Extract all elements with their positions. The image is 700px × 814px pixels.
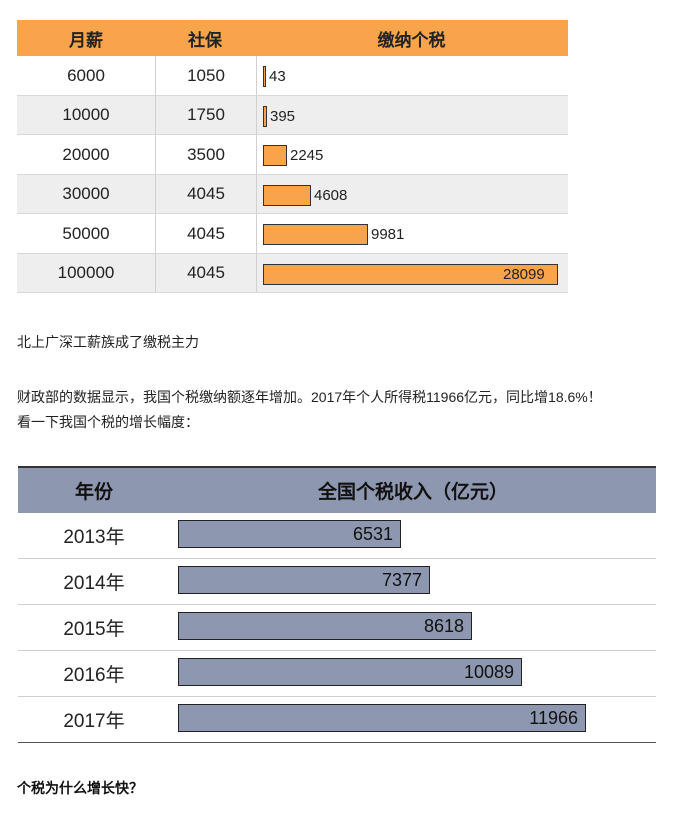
revenue-bar: [178, 612, 472, 640]
revenue-bar-label: 8618: [423, 616, 464, 636]
tax-bar: [263, 263, 558, 285]
revenue-cell: 10089: [170, 651, 656, 696]
table-row: 10000 1750 395: [17, 95, 568, 136]
revenue-bar-label: 7377: [381, 570, 422, 590]
revenue-bar: [178, 520, 401, 548]
salary-cell: 30000: [62, 184, 110, 204]
table-row: 30000 4045 4608: [17, 174, 568, 215]
table-row: 2015年 8618: [18, 605, 656, 651]
column-divider: [256, 135, 257, 175]
tax-cell: 2245: [257, 135, 568, 175]
table-row: 2014年 7377: [18, 559, 656, 605]
paragraph-line-3: 看一下我国个税的增长幅度：: [17, 414, 199, 430]
tax-cell: 9981: [257, 214, 568, 254]
column-divider: [256, 214, 257, 254]
column-divider: [155, 174, 156, 214]
year-cell: 2017年: [63, 711, 125, 732]
year-cell: 2016年: [63, 665, 125, 686]
revenue-bar: [178, 658, 522, 686]
table-row: 2017年 11966: [18, 697, 656, 743]
column-divider: [155, 253, 156, 293]
paragraph-line-2: 财政部的数据显示，我国个税缴纳额逐年增加。2017年个人所得税11966亿元，同…: [17, 389, 602, 405]
salary-cell: 100000: [57, 263, 115, 283]
column-divider: [155, 135, 156, 175]
col-header-social: 社保: [188, 30, 222, 50]
salary-tax-table-body: 6000 1050 43 10000 1750 395 20000 3500 2245 30000…: [17, 56, 568, 293]
tax-bar-label: 43: [269, 68, 286, 85]
column-divider: [256, 253, 257, 293]
revenue-bar-label: 11966: [529, 708, 578, 728]
salary-tax-table-header: 月薪 社保 缴纳个税: [17, 20, 568, 56]
tax-bar: [263, 184, 311, 206]
tax-bar: [263, 66, 266, 87]
year-cell: 2013年: [63, 527, 125, 548]
income-tax-revenue-body: 2013年 6531 2014年 7377 2015年 8618 2016年 10089 201…: [18, 513, 656, 743]
year-cell: 2014年: [63, 573, 125, 594]
col-header-tax: 缴纳个税: [377, 30, 446, 50]
table-row: 50000 4045 9981: [17, 214, 568, 254]
revenue-cell: 8618: [170, 605, 656, 650]
column-divider: [155, 56, 156, 96]
revenue-cell: 11966: [170, 697, 656, 742]
tax-bar-label: 28099: [503, 265, 545, 283]
social-cell: 1750: [187, 105, 225, 125]
table-row: 6000 1050 43: [17, 56, 568, 96]
salary-cell: 6000: [67, 65, 105, 85]
column-divider: [256, 95, 257, 135]
social-cell: 1050: [187, 65, 225, 85]
tax-cell: 28099: [257, 254, 568, 294]
revenue-cell: 7377: [170, 559, 656, 604]
social-cell: 4045: [187, 223, 225, 243]
revenue-cell: 6531: [170, 513, 656, 558]
revenue-bar: [178, 566, 430, 594]
revenue-bar-label: 10089: [463, 662, 514, 682]
column-divider: [155, 214, 156, 254]
table-row: 100000 4045 28099: [17, 253, 568, 294]
tax-cell: 4608: [257, 175, 568, 215]
tax-cell: 395: [257, 96, 568, 136]
tax-bar-label: 4608: [314, 186, 348, 204]
social-cell: 3500: [187, 144, 225, 164]
tax-bar: [263, 105, 267, 127]
salary-tax-table: 月薪 社保 缴纳个税 6000 1050 43 10000 1750 395 20000 35…: [17, 20, 568, 293]
tax-bar-label: 2245: [290, 147, 324, 164]
col-header-year: 年份: [74, 482, 113, 503]
column-divider: [256, 56, 257, 96]
tax-cell: 43: [257, 56, 568, 96]
tax-bar-label: 9981: [371, 226, 405, 243]
income-tax-revenue-table: 年份 全国个税收入（亿元） 2013年 6531 2014年 7377 2015年 861…: [18, 466, 656, 743]
revenue-bar-label: 6531: [352, 524, 393, 544]
year-cell: 2015年: [63, 619, 125, 640]
salary-cell: 50000: [62, 223, 110, 243]
tax-bar-label: 395: [270, 107, 296, 125]
section-heading: 个税为什么增长快？: [17, 780, 143, 796]
salary-cell: 20000: [62, 144, 110, 164]
column-divider: [256, 174, 257, 214]
column-divider: [155, 95, 156, 135]
social-cell: 4045: [187, 263, 225, 283]
col-header-salary: 月薪: [69, 30, 103, 50]
col-header-revenue: 全国个税收入（亿元）: [317, 482, 508, 503]
income-tax-revenue-header: 年份 全国个税收入（亿元）: [18, 466, 656, 513]
paragraph-line-1: 北上广深工薪族成了缴税主力: [17, 334, 199, 350]
table-row: 2016年 10089: [18, 651, 656, 697]
salary-cell: 10000: [62, 105, 110, 125]
table-row: 2013年 6531: [18, 513, 656, 559]
tax-bar: [263, 145, 287, 166]
tax-bar: [263, 224, 368, 245]
revenue-bar: [178, 704, 586, 732]
social-cell: 4045: [187, 184, 225, 204]
table-row: 20000 3500 2245: [17, 135, 568, 175]
